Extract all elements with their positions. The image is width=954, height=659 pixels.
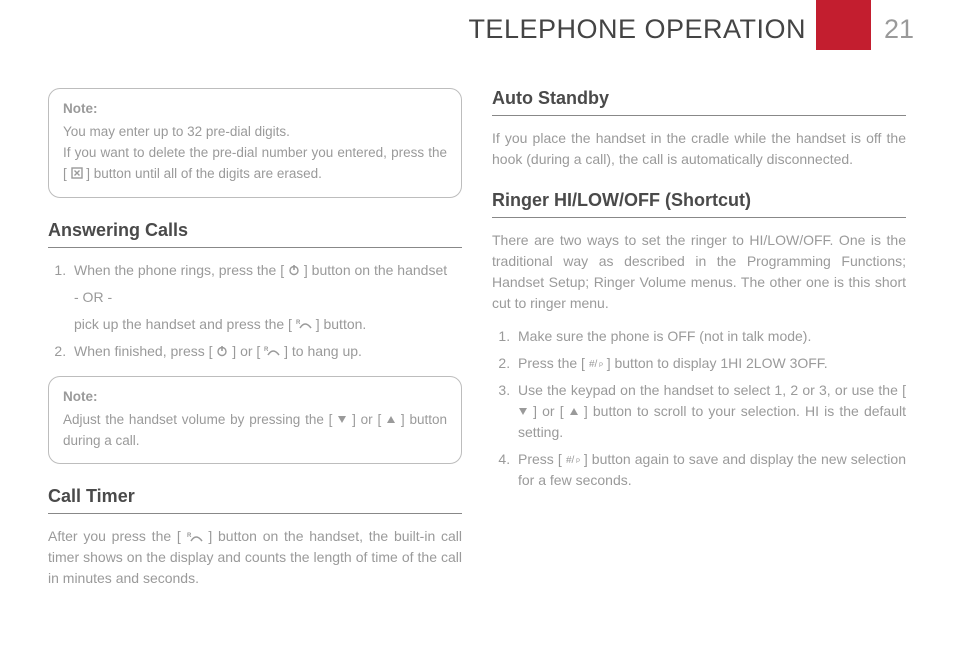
note-text: ] button until all of the digits are era… xyxy=(83,166,322,181)
list-item: When finished, press [ ] or [ R ] to han… xyxy=(70,341,462,362)
list-item: Press [ #/P ] button again to save and d… xyxy=(514,449,906,491)
svg-text:#/: #/ xyxy=(566,455,575,465)
note-label: Note: xyxy=(63,99,447,120)
page-header: TELEPHONE OPERATION 21 xyxy=(0,0,954,58)
hash-icon: #/P xyxy=(589,357,603,369)
list-item: Press the [ #/P ] button to display 1HI … xyxy=(514,353,906,374)
list-item: Make sure the phone is OFF (not in talk … xyxy=(514,326,906,347)
list-text: pick up the handset and press the [ R ] … xyxy=(74,314,462,335)
note-label: Note: xyxy=(63,387,447,408)
list-item: When the phone rings, press the [ ] butt… xyxy=(70,260,462,335)
svg-text:R: R xyxy=(296,320,301,326)
list-text: Use the keypad on the handset to select … xyxy=(518,382,906,398)
note-text: You may enter up to 32 pre-dial digits. xyxy=(63,124,290,139)
note-box-predial: Note: You may enter up to 32 pre-dial di… xyxy=(48,88,462,198)
ringer-intro-text: There are two ways to set the ringer to … xyxy=(492,230,906,314)
heading-answering-calls: Answering Calls xyxy=(48,220,462,248)
header-title: TELEPHONE OPERATION xyxy=(468,14,806,45)
talk-icon: R xyxy=(187,531,203,543)
svg-text:R: R xyxy=(187,533,192,539)
heading-auto-standby: Auto Standby xyxy=(492,88,906,116)
up-triangle-icon xyxy=(386,414,396,424)
svg-text:P: P xyxy=(576,459,580,465)
heading-ringer: Ringer HI/LOW/OFF (Shortcut) xyxy=(492,190,906,218)
hash-icon: #/P xyxy=(566,453,580,465)
power-icon xyxy=(288,264,300,276)
svg-text:#/: #/ xyxy=(589,359,598,369)
svg-text:P: P xyxy=(599,363,603,369)
note-text: Adjust the handset volume by pressing th… xyxy=(63,412,337,427)
power-icon xyxy=(216,345,228,357)
talk-icon: R xyxy=(296,318,312,330)
down-triangle-icon xyxy=(337,414,347,424)
list-text: ] to hang up. xyxy=(280,343,362,359)
list-text: ] or [ xyxy=(528,403,569,419)
right-column: Auto Standby If you place the handset in… xyxy=(492,88,906,609)
note-text: ] or [ xyxy=(347,412,386,427)
up-triangle-icon xyxy=(569,406,579,416)
list-text: ] or [ xyxy=(228,343,264,359)
list-text: - OR - xyxy=(74,287,462,308)
answering-list: When the phone rings, press the [ ] butt… xyxy=(48,260,462,362)
left-column: Note: You may enter up to 32 pre-dial di… xyxy=(48,88,462,609)
svg-text:R: R xyxy=(264,347,269,353)
ringer-list: Make sure the phone is OFF (not in talk … xyxy=(492,326,906,491)
list-text: When finished, press [ xyxy=(74,343,216,359)
list-text: When the phone rings, press the [ xyxy=(74,262,288,278)
list-text: Press the [ xyxy=(518,355,589,371)
page-number-accent xyxy=(816,0,871,50)
delete-icon xyxy=(71,167,83,179)
list-item: Use the keypad on the handset to select … xyxy=(514,380,906,443)
call-timer-text: After you press the [ R ] button on the … xyxy=(48,526,462,589)
note-box-volume: Note: Adjust the handset volume by press… xyxy=(48,376,462,465)
talk-icon: R xyxy=(264,345,280,357)
auto-standby-text: If you place the handset in the cradle w… xyxy=(492,128,906,170)
down-triangle-icon xyxy=(518,406,528,416)
list-text: Press [ xyxy=(518,451,566,467)
list-text: ] button to display 1HI 2LOW 3OFF. xyxy=(603,355,828,371)
content-area: Note: You may enter up to 32 pre-dial di… xyxy=(0,58,954,629)
heading-call-timer: Call Timer xyxy=(48,486,462,514)
list-text: ] button on the handset xyxy=(300,262,447,278)
page-number: 21 xyxy=(884,14,914,45)
